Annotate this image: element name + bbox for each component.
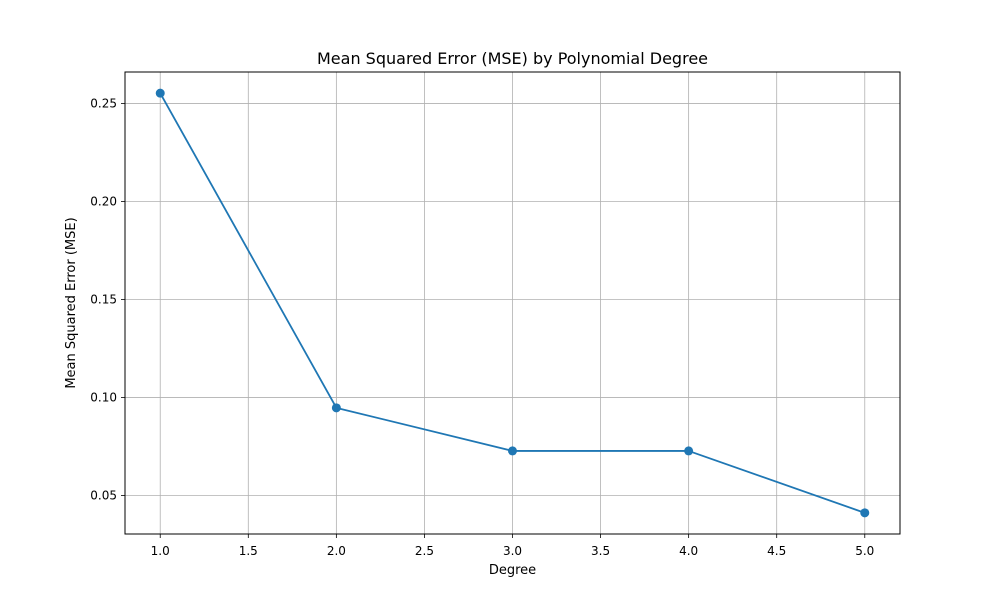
series-layer [155,88,870,518]
y-tick-label: 0.25 [90,97,117,111]
x-tick-label: 1.5 [239,544,258,558]
x-tick-label: 2.5 [415,544,434,558]
y-axis-ticks: 0.05 0.10 0.15 0.20 0.25 [90,97,125,502]
x-tick-label: 4.5 [767,544,786,558]
x-axis-label: Degree [489,563,536,578]
y-tick-label: 0.20 [90,195,117,209]
x-tick-label: 2.0 [327,544,346,558]
x-tick-label: 4.0 [679,544,698,558]
data-point [508,446,517,456]
x-tick-label: 3.0 [503,544,522,558]
y-axis-label: Mean Squared Error (MSE) [64,217,79,388]
data-point [331,403,341,413]
grid-layer [125,72,900,534]
chart-title: Mean Squared Error (MSE) by Polynomial D… [317,49,708,68]
x-tick-label: 1.0 [151,544,170,558]
y-tick-label: 0.05 [90,488,117,502]
x-tick-label: 3.5 [591,544,610,558]
x-tick-label: 5.0 [855,544,874,558]
x-axis-ticks: 1.0 1.5 2.0 2.5 3.0 3.5 4.0 4.5 5.0 [151,534,874,558]
data-point [684,446,694,456]
data-point [155,88,165,98]
y-tick-label: 0.10 [90,390,117,404]
data-point [860,508,870,518]
y-tick-label: 0.15 [90,292,117,306]
